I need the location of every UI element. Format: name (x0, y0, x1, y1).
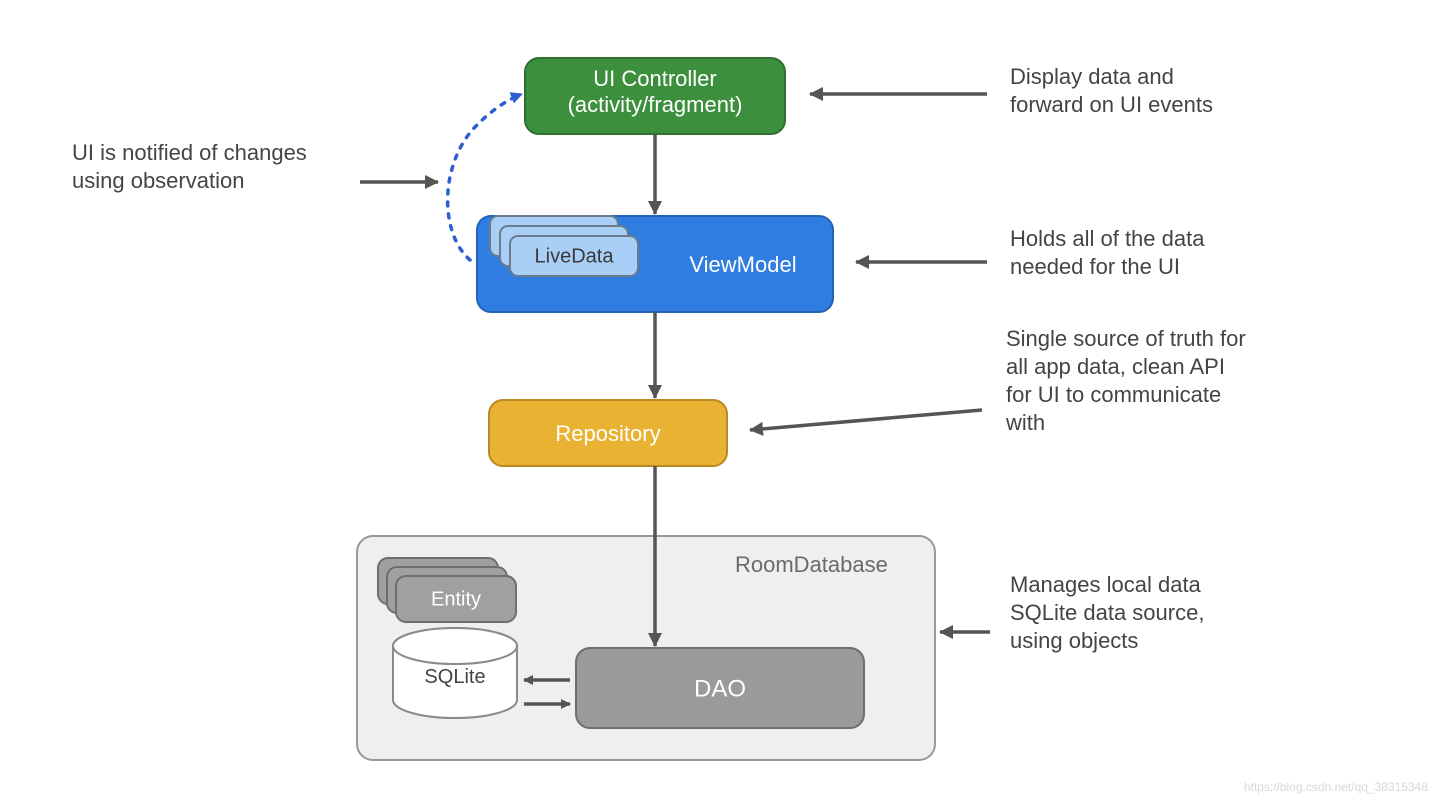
entity-label: Entity (431, 588, 481, 610)
annotation-right1-line0: Display data and (1010, 64, 1174, 89)
repository-label: Repository (555, 421, 660, 446)
annotation-right4-line2: using objects (1010, 628, 1138, 653)
ui-controller-line1: (activity/fragment) (568, 92, 743, 117)
viewmodel-label: ViewModel (689, 252, 796, 277)
annotation-right3-line2: for UI to communicate (1006, 382, 1221, 407)
sqlite-top (393, 628, 517, 664)
annotation-right3-line1: all app data, clean API (1006, 354, 1225, 379)
annotation-right1-line1: forward on UI events (1010, 92, 1213, 117)
annotation-right4-line1: SQLite data source, (1010, 600, 1204, 625)
annotation-right2-line0: Holds all of the data (1010, 226, 1205, 251)
arrow-5 (750, 410, 982, 430)
watermark: https://blog.csdn.net/qq_38315348 (1244, 780, 1428, 794)
annotation-left-line0: UI is notified of changes (72, 140, 307, 165)
annotation-right3-line3: with (1005, 410, 1045, 435)
sqlite-label: SQLite (424, 666, 485, 688)
dao-label: DAO (694, 675, 746, 702)
annotation-left-line1: using observation (72, 168, 244, 193)
livedata-label: LiveData (535, 245, 615, 267)
annotation-right3-line0: Single source of truth for (1006, 326, 1246, 351)
annotation-right4-line0: Manages local data (1010, 572, 1202, 597)
room-database-label: RoomDatabase (735, 552, 888, 577)
ui-controller-line0: UI Controller (593, 66, 716, 91)
annotation-right2-line1: needed for the UI (1010, 254, 1180, 279)
